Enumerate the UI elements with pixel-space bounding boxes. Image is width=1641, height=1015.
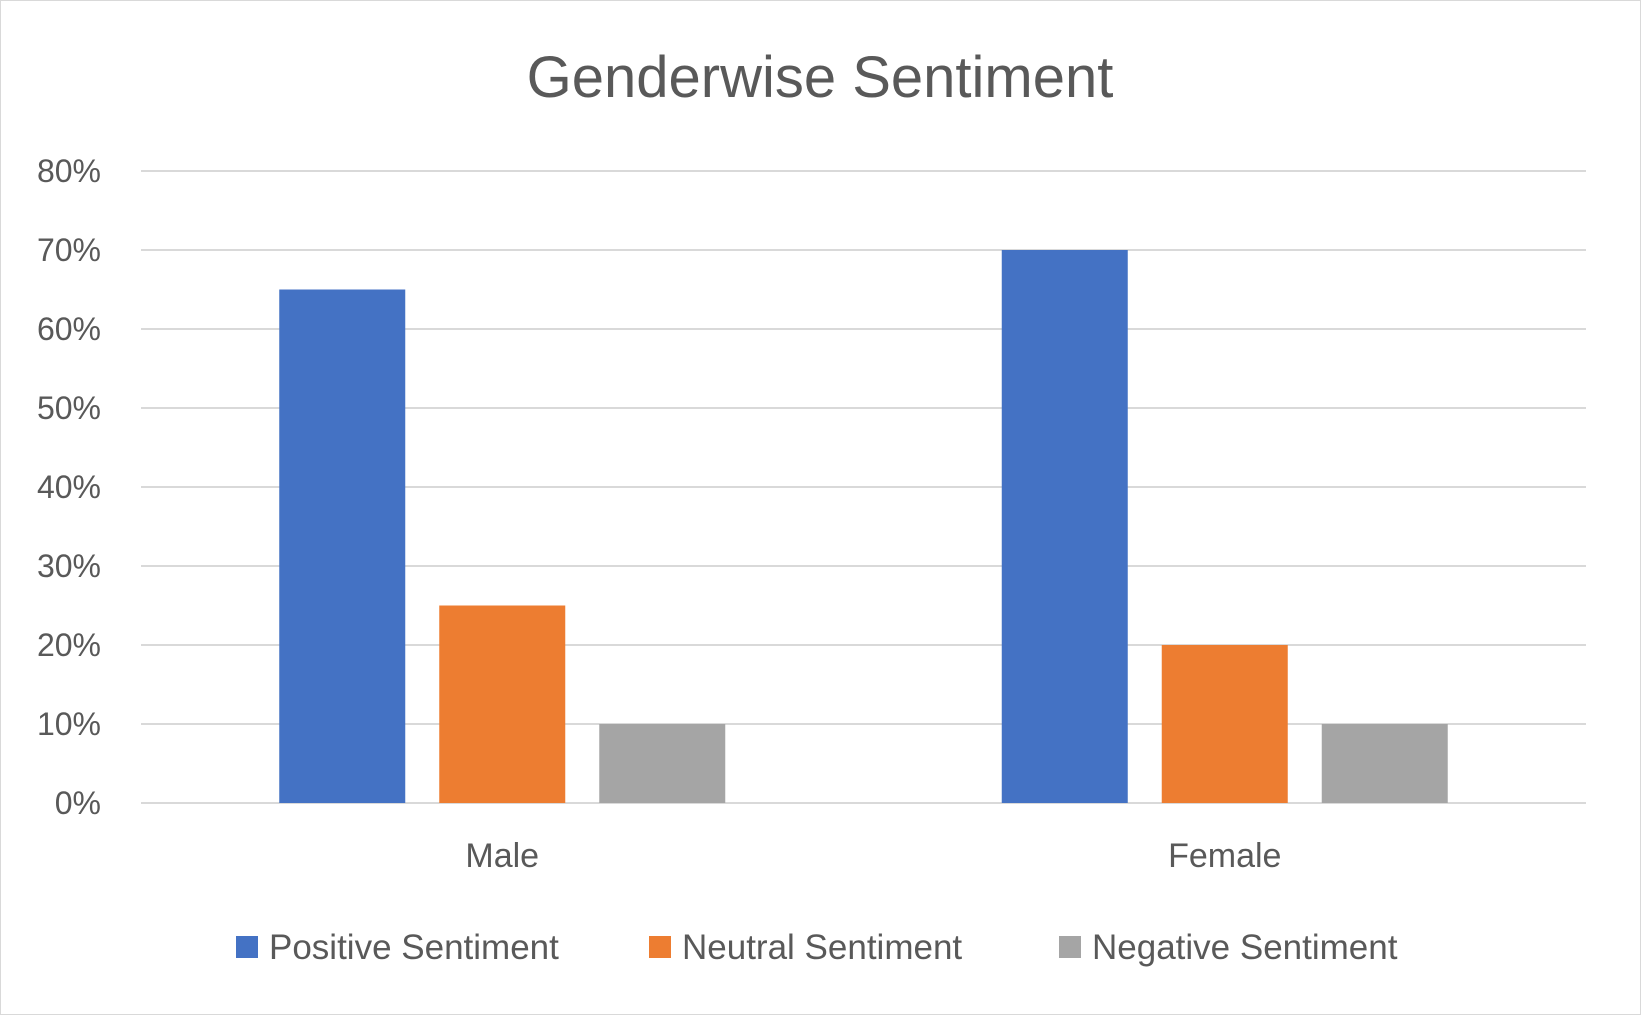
y-tick-label: 50% bbox=[37, 390, 101, 426]
y-tick-label: 30% bbox=[37, 548, 101, 584]
y-tick-label: 0% bbox=[55, 785, 101, 821]
y-tick-label: 20% bbox=[37, 627, 101, 663]
bar-negative-sentiment-male bbox=[599, 724, 726, 803]
legend-label: Positive Sentiment bbox=[269, 928, 559, 967]
bar-neutral-sentiment-female bbox=[1161, 645, 1288, 803]
x-axis-labels: Male Female bbox=[465, 837, 1281, 875]
bar-positive-sentiment-female bbox=[1001, 250, 1128, 803]
chart-title: Genderwise Sentiment bbox=[527, 45, 1114, 110]
x-category-label: Male bbox=[465, 837, 539, 875]
bar-negative-sentiment-female bbox=[1321, 724, 1448, 803]
bar-neutral-sentiment-male bbox=[439, 605, 566, 803]
bar-positive-sentiment-male bbox=[279, 289, 406, 803]
y-tick-label: 10% bbox=[37, 706, 101, 742]
legend-swatch bbox=[1059, 936, 1081, 958]
y-tick-label: 70% bbox=[37, 232, 101, 268]
bars bbox=[279, 250, 1448, 803]
y-tick-label: 60% bbox=[37, 311, 101, 347]
legend-label: Neutral Sentiment bbox=[682, 928, 962, 967]
y-tick-label: 40% bbox=[37, 469, 101, 505]
legend-swatch bbox=[649, 936, 671, 958]
legend: Positive Sentiment Neutral Sentiment Negat… bbox=[236, 928, 1398, 967]
legend-swatch bbox=[236, 936, 258, 958]
y-tick-label: 80% bbox=[37, 153, 101, 189]
y-axis-ticks: 0% 10% 20% 30% 40% 50% 60% 70% 80% bbox=[37, 153, 101, 821]
legend-label: Negative Sentiment bbox=[1092, 928, 1398, 967]
x-category-label: Female bbox=[1168, 837, 1281, 875]
